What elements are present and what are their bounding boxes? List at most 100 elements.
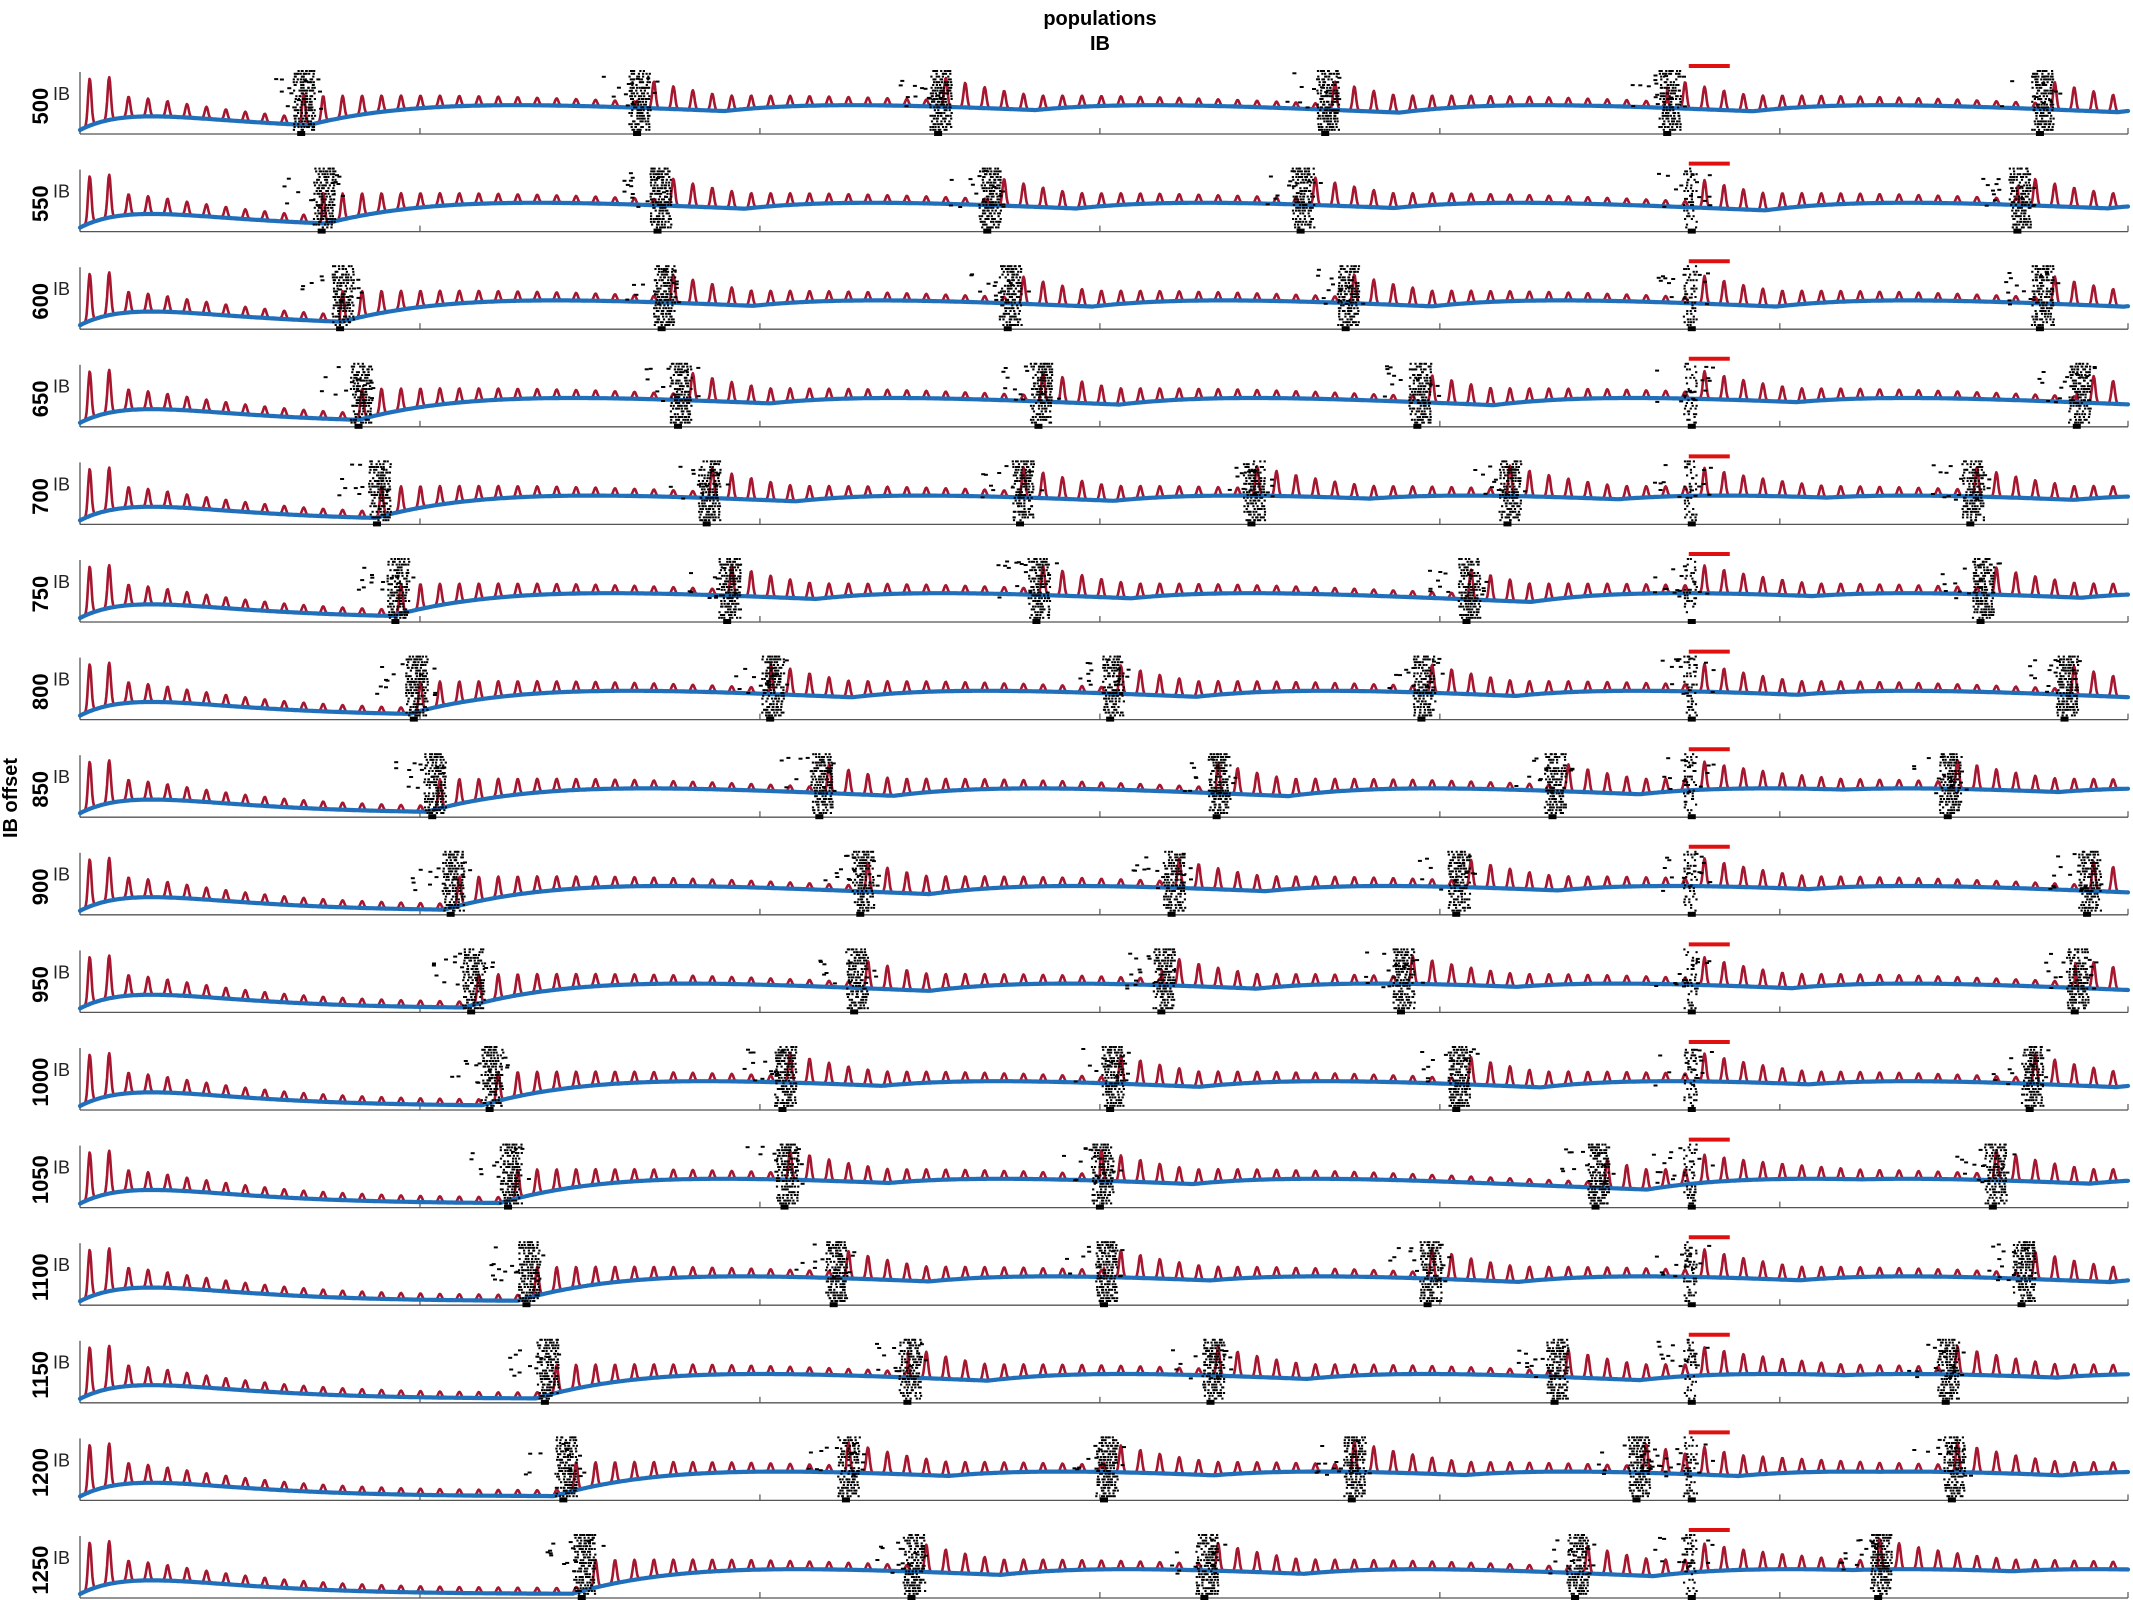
- raster-tick: [653, 170, 656, 173]
- raster-tick: [2013, 190, 2016, 192]
- raster-tick: [2052, 117, 2055, 120]
- raster-tick: [305, 72, 308, 75]
- raster-tick: [403, 560, 406, 563]
- raster-tick: [994, 178, 997, 181]
- raster-tick: [1512, 468, 1517, 471]
- raster-tick: [2038, 70, 2041, 72]
- raster-tick: [1344, 293, 1347, 296]
- raster-tick: [1961, 508, 1964, 510]
- raster-tick: [658, 176, 661, 178]
- raster-tick: [1689, 310, 1692, 312]
- raster-tick: [2047, 78, 2050, 81]
- raster-tick: [320, 215, 323, 218]
- raster-tick: [1333, 128, 1336, 131]
- raster-tick: [1004, 465, 1009, 468]
- raster-tick: [327, 192, 330, 195]
- raster-tick: [685, 379, 688, 382]
- raster-tick: [1970, 510, 1973, 513]
- panel-row: 750 IB: [28, 552, 2131, 624]
- raster-tick: [715, 577, 720, 580]
- raster-tick: [664, 226, 667, 229]
- raster-tick: [2015, 226, 2018, 229]
- raster-tick: [682, 371, 685, 374]
- raster-tick: [1048, 421, 1051, 424]
- raster-tick: [1516, 460, 1519, 463]
- raster-tick: [1253, 471, 1256, 474]
- raster-tick: [1981, 474, 1984, 477]
- raster-tick: [1325, 100, 1328, 103]
- raster-tick: [1684, 293, 1687, 296]
- raster-tick: [299, 109, 302, 112]
- raster-tick: [2040, 92, 2043, 95]
- raster-tick: [714, 594, 719, 597]
- raster-tick: [679, 371, 682, 374]
- raster-tick: [2029, 226, 2032, 229]
- raster-tick: [1676, 123, 1679, 126]
- raster-tick: [354, 413, 357, 416]
- raster-tick: [2033, 321, 2036, 324]
- raster-tick: [2013, 176, 2016, 178]
- raster-tick: [336, 296, 339, 298]
- raster-tick: [1499, 496, 1502, 499]
- raster-tick: [1254, 474, 1257, 477]
- raster-tick: [1292, 218, 1295, 220]
- raster-tick: [936, 100, 940, 103]
- raster-tick: [1416, 393, 1419, 396]
- raster-tick: [1658, 72, 1661, 75]
- raster-tick: [296, 103, 299, 106]
- raster-tick: [718, 513, 721, 516]
- raster-tick: [709, 499, 712, 502]
- raster-tick: [324, 206, 327, 209]
- raster-tick: [638, 78, 641, 81]
- raster-tick: [313, 114, 317, 117]
- raster-tick: [1971, 508, 1974, 510]
- raster-tick: [378, 477, 381, 480]
- raster-tick: [1670, 103, 1673, 106]
- raster-tick: [1345, 284, 1348, 287]
- raster-tick: [1689, 471, 1693, 474]
- raster-tick: [944, 100, 947, 103]
- raster-tick: [379, 516, 382, 519]
- raster-tick: [1506, 468, 1509, 471]
- raster-tick: [640, 103, 643, 106]
- raster-tick: [676, 413, 679, 416]
- raster-tick: [390, 558, 393, 560]
- raster-tick: [659, 187, 662, 190]
- raster-tick: [1653, 96, 1658, 99]
- raster-tick: [630, 102, 635, 105]
- raster-tick: [364, 418, 367, 421]
- raster-tick: [1658, 489, 1663, 491]
- raster-tick: [1263, 519, 1267, 522]
- raster-tick: [2048, 98, 2051, 100]
- raster-tick: [338, 315, 341, 318]
- raster-tick: [337, 175, 342, 178]
- raster-tick: [2011, 209, 2014, 212]
- raster-tick: [2036, 284, 2039, 287]
- raster-tick: [1976, 496, 1980, 499]
- raster-tick: [1028, 560, 1031, 563]
- raster-tick: [2008, 303, 2012, 306]
- raster-tick: [656, 170, 659, 173]
- raster-tick: [678, 385, 683, 388]
- raster-tick: [1663, 123, 1666, 126]
- raster-tick: [1245, 488, 1248, 491]
- raster-tick: [2027, 187, 2030, 190]
- raster-tick: [369, 505, 372, 508]
- raster-tick: [2074, 413, 2077, 416]
- raster-tick: [329, 195, 332, 198]
- raster-tick: [2000, 105, 2005, 108]
- raster-tick: [2028, 178, 2031, 181]
- raster-tick: [1324, 91, 1329, 94]
- raster-tick: [2026, 167, 2029, 170]
- raster-tick: [1683, 502, 1687, 505]
- raster-tick: [945, 128, 948, 131]
- raster-tick: [1498, 510, 1501, 513]
- raster-tick: [1977, 491, 1980, 494]
- raster-tick: [1011, 304, 1014, 307]
- raster-tick: [1501, 510, 1504, 513]
- raster-tick: [1012, 502, 1015, 505]
- raster-tick: [1337, 95, 1340, 98]
- raster-tick: [718, 611, 721, 614]
- raster-tick: [293, 126, 296, 128]
- raster-tick: [352, 385, 355, 388]
